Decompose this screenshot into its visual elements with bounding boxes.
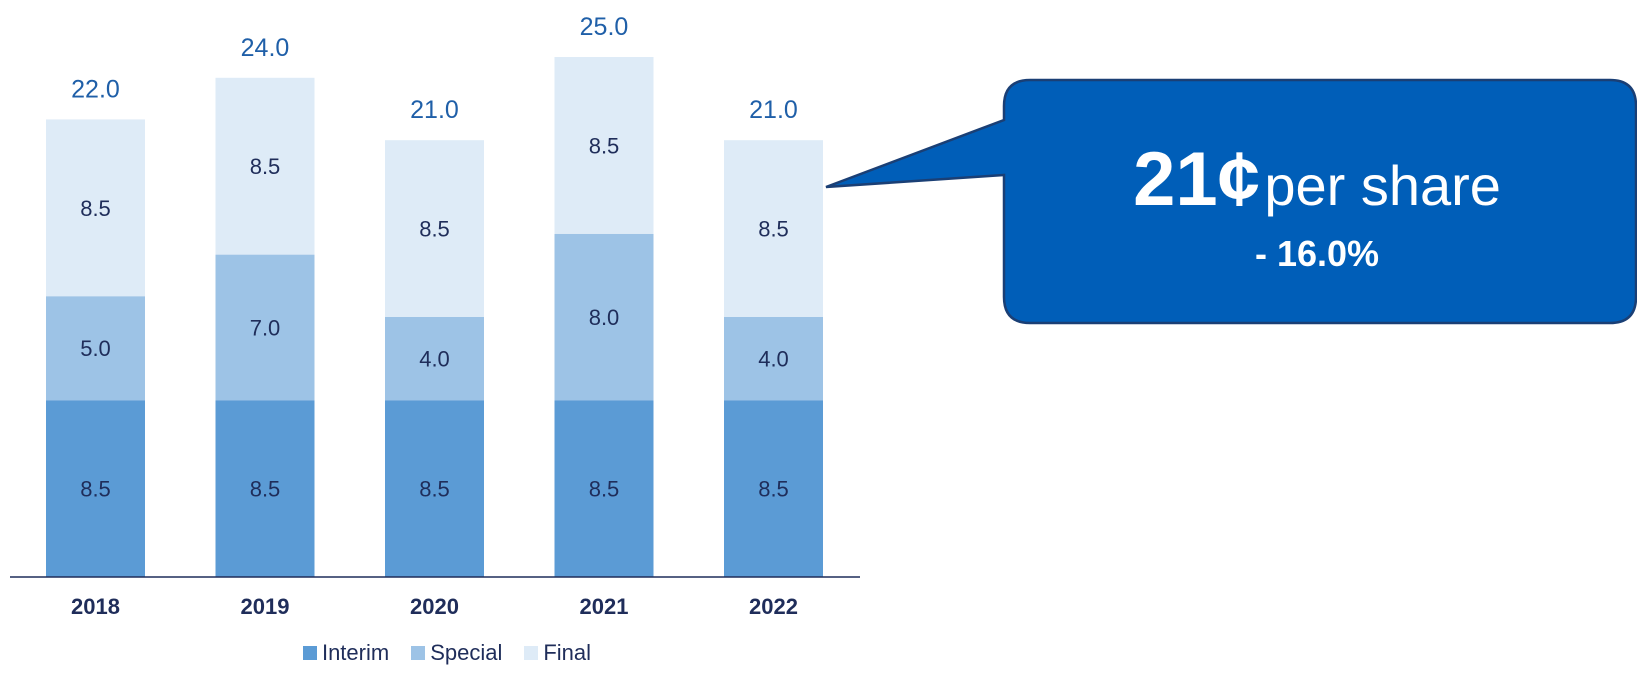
callout-unit: per share	[1264, 154, 1501, 217]
legend-swatch-special	[411, 646, 426, 660]
callout-text: 21¢ per share - 16.0%	[1052, 142, 1582, 272]
callout-value: 21¢	[1133, 137, 1260, 222]
bar-final-2018	[46, 119, 145, 297]
bar-final-2019	[215, 77, 315, 255]
legend-swatch-final	[524, 646, 539, 660]
data-label-special-2019: 7.0	[250, 315, 281, 340]
total-label-2018: 22.0	[71, 75, 120, 103]
total-label-2019: 24.0	[241, 34, 290, 62]
legend-label-special: Special	[430, 640, 503, 665]
legend-label-final: Final	[543, 640, 592, 665]
data-label-final-2021: 8.5	[589, 133, 620, 158]
data-label-interim-2020: 8.5	[419, 477, 450, 502]
x-tick-2019: 2019	[241, 594, 290, 619]
x-tick-2022: 2022	[749, 594, 798, 619]
legend-item-special: Special	[411, 640, 502, 666]
x-tick-2020: 2020	[410, 594, 459, 619]
legend-swatch-interim	[302, 646, 317, 660]
segment-labels-group: 8.5 5.0 8.5 8.5 7.0 8.5 8.5 4.0 8.5 8.5 8.0 8.5 8.5 4…	[80, 133, 789, 501]
bar-interim-2021	[554, 400, 654, 577]
bar-special-2018	[46, 296, 145, 401]
bar-final-2021	[554, 57, 654, 234]
total-label-2021: 25.0	[580, 13, 629, 41]
legend-item-interim: Interim	[302, 640, 390, 666]
data-label-special-2021: 8.0	[589, 305, 620, 330]
x-tick-labels-group: 2018 2019 2020 2021 2022	[71, 594, 798, 619]
bar-final-2022	[724, 140, 823, 317]
legend-label-interim: Interim	[321, 640, 390, 665]
legend: Interim Special Final	[0, 640, 894, 666]
bar-interim-2019	[215, 400, 315, 577]
data-label-interim-2018: 8.5	[80, 477, 111, 502]
bar-special-2020	[385, 317, 484, 401]
data-label-final-2018: 8.5	[80, 196, 111, 221]
bar-special-2019	[215, 254, 315, 401]
data-label-special-2022: 4.0	[758, 347, 789, 372]
data-label-special-2018: 5.0	[80, 336, 111, 361]
bar-final-2020	[385, 140, 484, 317]
bars-group	[46, 57, 823, 577]
bar-interim-2018	[46, 400, 145, 577]
data-label-final-2019: 8.5	[250, 154, 281, 179]
callout-bubble	[825, 78, 1637, 325]
data-label-final-2020: 8.5	[419, 217, 450, 242]
legend-item-final: Final	[524, 640, 591, 666]
data-label-interim-2019: 8.5	[250, 477, 281, 502]
total-label-2020: 21.0	[410, 96, 459, 124]
x-tick-2021: 2021	[580, 594, 629, 619]
data-label-final-2022: 8.5	[758, 217, 789, 242]
bar-special-2022	[724, 317, 823, 401]
data-label-interim-2022: 8.5	[758, 477, 789, 502]
total-labels-group: 22.0 24.0 21.0 25.0 21.0	[71, 13, 798, 124]
data-label-interim-2021: 8.5	[589, 477, 620, 502]
bar-interim-2022	[724, 400, 823, 577]
total-label-2022: 21.0	[749, 96, 798, 124]
x-tick-2018: 2018	[71, 594, 120, 619]
bar-interim-2020	[385, 400, 484, 577]
bar-special-2021	[554, 233, 654, 401]
callout-change: - 16.0%	[1254, 233, 1380, 274]
data-label-special-2020: 4.0	[419, 347, 450, 372]
